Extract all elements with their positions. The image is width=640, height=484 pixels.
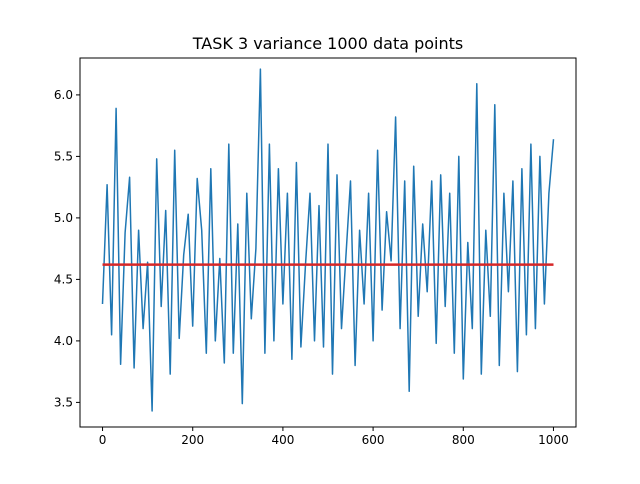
y-tick-label: 5.0 bbox=[54, 211, 73, 225]
x-tick-label: 200 bbox=[181, 433, 204, 447]
series-line-1 bbox=[101, 68, 555, 412]
x-tick-label: 800 bbox=[452, 433, 475, 447]
x-tick-label: 600 bbox=[362, 433, 385, 447]
y-tick-label: 4.5 bbox=[54, 272, 73, 286]
x-tick-label: 400 bbox=[271, 433, 294, 447]
chart-title: TASK 3 variance 1000 data points bbox=[192, 34, 464, 53]
axes-frame bbox=[79, 57, 577, 428]
axes: 0 200 400 600 800 1000 3.5 4.0 4.5 5.0 5.5 6.0 bbox=[54, 57, 577, 447]
y-tick-label: 4.0 bbox=[54, 334, 73, 348]
y-tick-label: 5.5 bbox=[54, 149, 73, 163]
plot-area bbox=[101, 68, 555, 412]
y-tick-label: 6.0 bbox=[54, 88, 73, 102]
y-tick-label: 3.5 bbox=[54, 395, 73, 409]
x-tick-label: 0 bbox=[99, 433, 107, 447]
x-tick-label: 1000 bbox=[538, 433, 569, 447]
